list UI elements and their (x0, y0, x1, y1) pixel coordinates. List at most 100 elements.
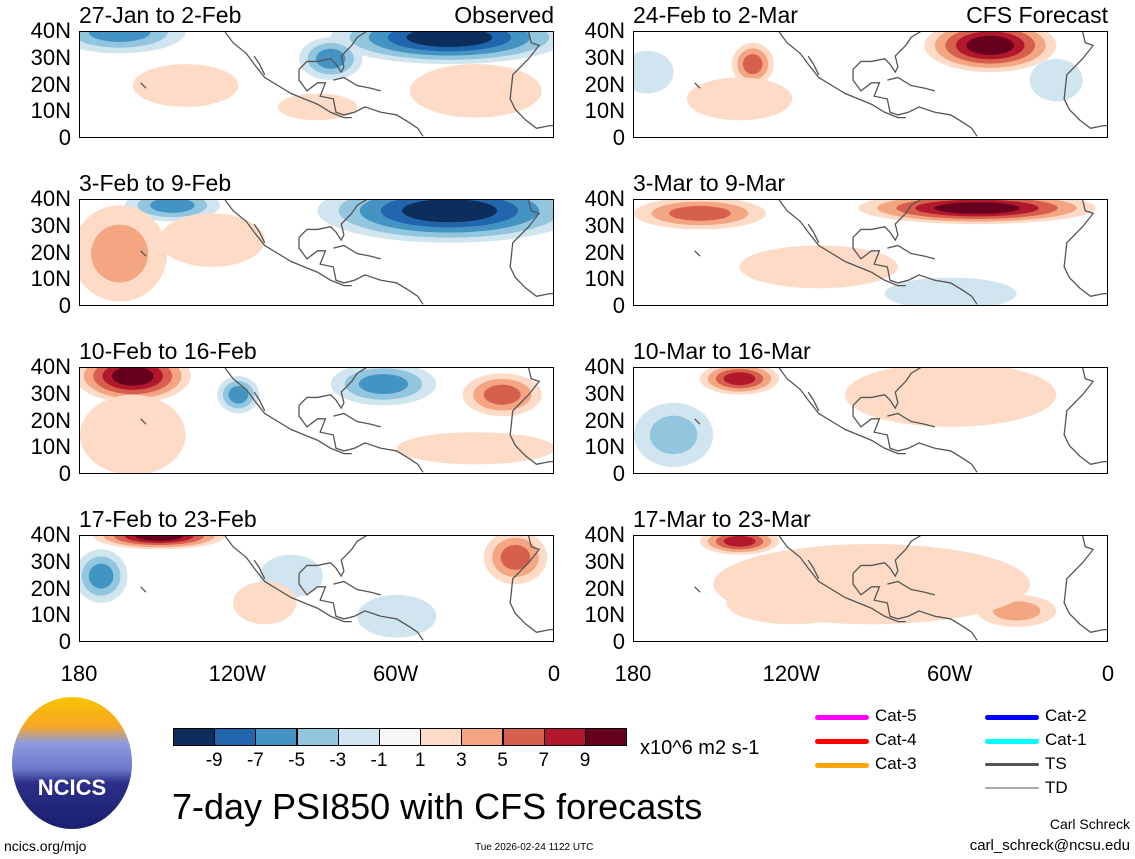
lat-label: 0 (612, 461, 625, 486)
coastline (807, 559, 820, 580)
anomaly-contour (634, 50, 674, 94)
lat-label: 30N (584, 212, 625, 238)
colorbar-swatch (543, 728, 586, 746)
storm-legend-label: Cat-1 (1045, 730, 1087, 749)
storm-legend-line-cat-1 (985, 739, 1039, 744)
storm-legend-label: TD (1045, 778, 1068, 797)
lat-label: 40N (30, 186, 71, 211)
footer-url: ncics.org/mjo (4, 838, 87, 854)
anomaly-map-panel (79, 367, 554, 474)
coastline (852, 368, 922, 410)
storm-legend-label: TS (1045, 754, 1067, 773)
panel-title: 10-Mar to 16-Mar (633, 338, 811, 364)
anomaly-contour (992, 601, 1041, 621)
coastline (852, 536, 922, 578)
storm-legend-line-cat-3 (815, 763, 869, 768)
lat-label: 0 (612, 629, 625, 654)
lat-label: 30N (584, 548, 625, 574)
storm-legend-line-ts (985, 763, 1039, 766)
anomaly-map-panel (633, 367, 1108, 474)
lat-label: 40N (30, 354, 71, 379)
colorbar-swatch (461, 728, 504, 746)
panel-title: 24-Feb to 2-Mar (633, 2, 798, 28)
anomaly-contour (739, 245, 898, 289)
lat-label: 30N (584, 380, 625, 406)
lat-label: 10N (30, 434, 71, 460)
lon-label: 120W (208, 661, 267, 686)
lat-label: 10N (584, 434, 625, 460)
panel-title: 17-Mar to 23-Mar (633, 506, 811, 532)
anomaly-contour (233, 581, 297, 625)
lat-label: 40N (30, 18, 71, 43)
colorbar-label: 3 (456, 750, 467, 771)
colorbar-label: -9 (205, 750, 223, 771)
anomaly-contour (669, 205, 731, 221)
coastline (852, 237, 978, 305)
anomaly-contour (401, 200, 497, 223)
anomaly-contour (132, 64, 239, 107)
coastline (694, 82, 701, 89)
colorbar-swatch (214, 728, 257, 746)
coastline (224, 200, 352, 287)
anomaly-contour (1029, 58, 1083, 102)
storm-legend-line-td (985, 787, 1039, 789)
storm-legend-label: Cat-2 (1045, 706, 1087, 725)
anomaly-contour (357, 594, 437, 638)
coastline (852, 405, 978, 473)
anomaly-map-panel (79, 199, 554, 306)
lat-label: 10N (30, 602, 71, 628)
coastline (778, 368, 906, 455)
coastline (509, 536, 553, 633)
coastline (778, 32, 906, 119)
panel-source-label: CFS Forecast (966, 2, 1108, 28)
coastline (694, 586, 701, 593)
coastline (778, 200, 906, 287)
colorbar-swatch (173, 728, 215, 746)
lat-label: 10N (584, 266, 625, 292)
lat-label: 0 (612, 293, 625, 318)
anomaly-contour (111, 368, 154, 386)
footer-email: carl_schreck@ncsu.edu (969, 837, 1130, 854)
lon-label: 120W (762, 661, 821, 686)
anomaly-contour (135, 536, 183, 541)
coastline (694, 250, 701, 257)
anomaly-contour (88, 32, 151, 42)
coastline (140, 82, 147, 89)
lat-label: 20N (584, 407, 625, 433)
lat-label: 20N (30, 575, 71, 601)
lat-label: 10N (584, 98, 625, 124)
anomaly-map-panel (633, 199, 1108, 306)
lat-label: 10N (30, 266, 71, 292)
coastline (807, 391, 820, 412)
coastline (333, 76, 381, 92)
colorbar-swatch (502, 728, 545, 746)
coastline (1063, 32, 1107, 129)
colorbar-label: -7 (246, 750, 264, 771)
lon-label: 180 (614, 661, 652, 686)
storm-legend-label: Cat-4 (875, 730, 917, 749)
anomaly-contour (396, 432, 553, 465)
coastline (298, 573, 424, 641)
anomaly-contour (277, 93, 358, 121)
colorbar-label: 5 (497, 750, 508, 771)
lat-label: 20N (584, 239, 625, 265)
anomaly-map-panel (633, 31, 1108, 138)
coastline (140, 586, 147, 593)
lon-label: 60W (927, 661, 973, 686)
coastline (298, 32, 368, 74)
coastline (694, 418, 701, 425)
lat-label: 10N (30, 98, 71, 124)
footer-timestamp: Tue 2026-02-24 1122 UTC (475, 842, 594, 853)
panel-title: 27-Jan to 2-Feb (79, 2, 242, 28)
lat-label: 30N (30, 212, 71, 238)
panel-source-label: Observed (454, 2, 554, 28)
anomaly-map-panel (79, 535, 554, 642)
anomaly-contour (723, 536, 756, 547)
lat-label: 40N (30, 522, 71, 547)
lat-label: 30N (30, 380, 71, 406)
colorbar-swatch (296, 728, 339, 746)
lat-label: 30N (30, 44, 71, 70)
coastline (298, 368, 368, 410)
coastline (253, 559, 266, 580)
